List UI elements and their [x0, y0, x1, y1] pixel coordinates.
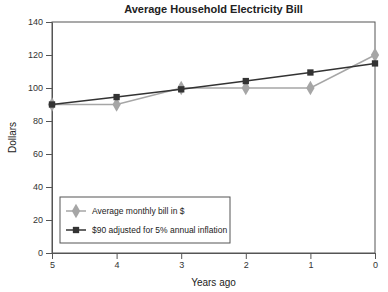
y-tick: 100	[28, 83, 52, 93]
y-tick-mark	[46, 121, 52, 122]
y-tick-label: 120	[28, 50, 43, 60]
y-tick-label: 60	[33, 149, 43, 159]
x-tick-label: 2	[244, 260, 249, 270]
y-tick: 40	[33, 182, 52, 192]
y-tick: 120	[28, 50, 52, 60]
x-tick-label: 0	[373, 260, 378, 270]
x-tick: 0	[373, 253, 378, 270]
series-marker	[49, 101, 55, 107]
x-tick-label: 4	[115, 260, 120, 270]
y-tick: 60	[33, 149, 52, 159]
x-tick-mark	[246, 253, 247, 259]
y-tick-label: 80	[33, 116, 43, 126]
y-axis: 0 20 40 60 80 100 120 140	[28, 17, 53, 258]
legend-marker	[73, 227, 79, 233]
y-tick-mark	[46, 253, 52, 254]
y-tick-label: 100	[28, 83, 43, 93]
series-line	[52, 55, 375, 105]
legend: Average monthly bill in $ $90 adjusted fo…	[60, 197, 230, 243]
y-tick-mark	[46, 220, 52, 221]
series-marker	[371, 48, 379, 62]
x-tick-mark	[117, 253, 118, 259]
y-tick-mark	[46, 55, 52, 56]
plot-frame	[52, 22, 375, 253]
x-tick-label: 3	[179, 260, 184, 270]
y-tick-mark	[46, 187, 52, 188]
x-tick-mark	[52, 253, 53, 259]
x-tick-label: 5	[50, 260, 55, 270]
x-tick: 5	[50, 253, 55, 270]
data-layer	[48, 48, 379, 112]
y-tick: 80	[33, 116, 52, 126]
legend-label: $90 adjusted for 5% annual inflation	[92, 225, 227, 235]
chart: 0 20 40 60 80 100 120 140 5 4 3 2 1 0 Average monthly …	[0, 0, 388, 292]
x-tick: 4	[115, 253, 120, 270]
series-marker	[48, 97, 56, 111]
y-tick: 0	[38, 248, 52, 258]
x-tick: 1	[308, 253, 313, 270]
x-tick-label: 1	[308, 260, 313, 270]
y-tick-mark	[46, 154, 52, 155]
plot: 0 20 40 60 80 100 120 140 5 4 3 2 1 0 Average monthly …	[28, 17, 379, 270]
y-tick: 20	[33, 215, 52, 225]
y-tick: 140	[28, 17, 52, 27]
y-tick-label: 20	[33, 215, 43, 225]
series-marker	[306, 81, 314, 95]
legend-box	[60, 197, 230, 243]
series-marker	[177, 81, 185, 95]
x-axis: 5 4 3 2 1 0	[50, 253, 378, 270]
y-tick-label: 40	[33, 182, 43, 192]
series-marker	[307, 69, 313, 75]
legend-label: Average monthly bill in $	[92, 206, 185, 216]
x-axis-line	[53, 253, 376, 254]
x-axis-title: Years ago	[191, 277, 236, 288]
series-marker	[372, 60, 378, 66]
y-axis-line	[52, 23, 53, 254]
y-tick-label: 140	[28, 17, 43, 27]
series-marker	[113, 94, 119, 100]
y-axis-title: Dollars	[7, 122, 18, 153]
title: Average Household Electricity Bill	[124, 3, 303, 15]
y-tick-label: 0	[38, 248, 43, 258]
x-tick: 3	[179, 253, 184, 270]
legend-entry: Average monthly bill in $	[66, 204, 185, 218]
series-marker	[178, 86, 184, 92]
legend-entry: $90 adjusted for 5% annual inflation	[66, 225, 227, 235]
legend-marker	[72, 204, 80, 218]
x-tick-mark	[375, 253, 376, 259]
series-line	[52, 63, 375, 104]
x-tick-mark	[181, 253, 182, 259]
y-tick-mark	[46, 22, 52, 23]
x-tick: 2	[244, 253, 249, 270]
series-marker	[243, 78, 249, 84]
x-tick-mark	[310, 253, 311, 259]
y-tick-mark	[46, 88, 52, 89]
